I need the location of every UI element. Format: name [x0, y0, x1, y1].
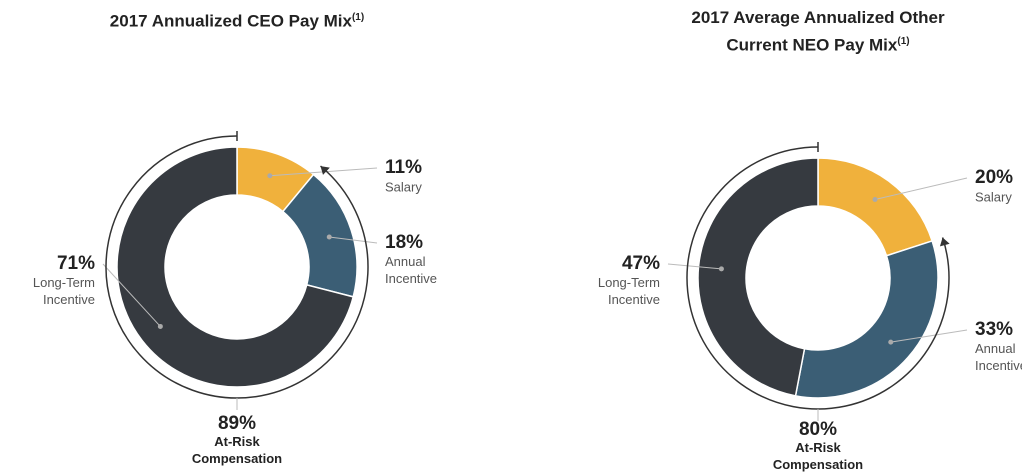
- bracket-arc: [686, 146, 950, 410]
- value-label: 71%: [57, 253, 95, 274]
- title-text: 2017 Annualized CEO Pay Mix: [109, 11, 352, 31]
- donut-segment: [794, 239, 939, 399]
- donut-segment: [817, 157, 934, 257]
- bracket-text-line: At-Risk: [214, 434, 260, 449]
- category-label-line: Annual: [385, 254, 426, 269]
- bracket-text-line: At-Risk: [795, 440, 841, 455]
- donut-segment: [116, 146, 355, 388]
- category-label: Annual Incentive: [385, 254, 437, 286]
- category-label-line: Incentive: [385, 271, 437, 286]
- value-label: 20%: [975, 167, 1013, 188]
- category-label-line: Long-Term: [598, 275, 660, 290]
- bracket-text-line: Compensation: [773, 457, 863, 472]
- chart-title: 2017 Annualized CEO Pay Mix(1): [37, 6, 437, 34]
- bracket-arrow: [939, 237, 950, 247]
- value-label: 47%: [622, 253, 660, 274]
- chart-title: 2017 Average Annualized Other Current NE…: [683, 6, 953, 58]
- title-note: (1): [897, 36, 910, 47]
- leader-line: [890, 329, 968, 343]
- value-label: 33%: [975, 319, 1013, 340]
- bracket-label: 89%: [218, 413, 256, 434]
- leader-dot: [157, 323, 163, 329]
- donut-segment: [697, 157, 819, 397]
- category-label-line: Long-Term: [33, 275, 95, 290]
- title-note: (1): [351, 12, 365, 23]
- category-label: Long-Term Incentive: [33, 275, 95, 307]
- category-label: Long-Term Incentive: [598, 275, 660, 307]
- bracket-text: At-Risk Compensation: [192, 434, 282, 466]
- leader-dot: [326, 234, 332, 240]
- bracket-arrow: [320, 166, 330, 175]
- category-label: Annual Incentive: [975, 341, 1022, 373]
- category-label: Salary: [975, 189, 1012, 204]
- category-label-line: Incentive: [43, 292, 95, 307]
- leader-dot: [888, 339, 894, 345]
- value-label: 18%: [385, 232, 423, 253]
- title-text: 2017 Average Annualized Other Current NE…: [691, 8, 945, 55]
- bracket-text: At-Risk Compensation: [773, 440, 863, 472]
- category-label-line: Annual: [975, 341, 1016, 356]
- leader-line: [874, 177, 968, 201]
- leader-dot: [267, 173, 273, 179]
- value-label: 11%: [385, 157, 422, 178]
- leader-line: [667, 263, 722, 270]
- leader-dot: [872, 197, 878, 203]
- bracket-text-line: Compensation: [192, 451, 282, 466]
- bracket-arc: [105, 135, 369, 399]
- leader-line: [329, 236, 378, 244]
- category-label: Salary: [385, 179, 422, 194]
- category-label-line: Incentive: [975, 358, 1022, 373]
- leader-dot: [718, 266, 724, 272]
- category-label-line: Incentive: [608, 292, 660, 307]
- bracket-label: 80%: [799, 419, 837, 440]
- leader-line: [102, 263, 161, 327]
